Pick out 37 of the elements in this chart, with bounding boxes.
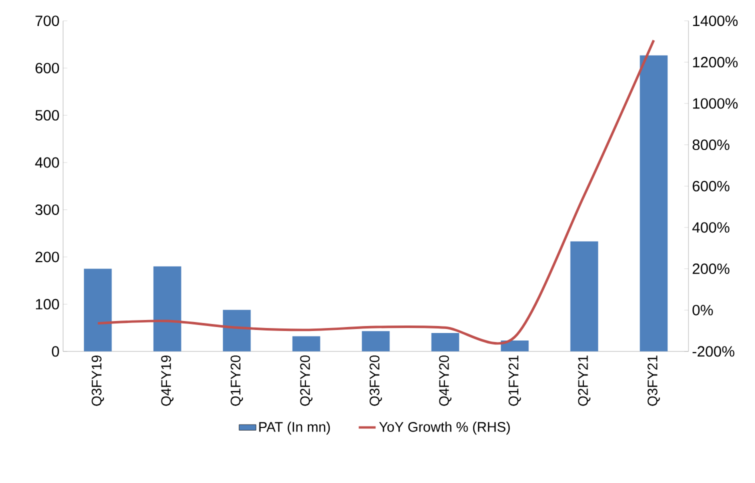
bar	[500, 340, 529, 352]
bar	[292, 336, 320, 352]
legend-label: PAT (In mn)	[259, 421, 330, 434]
bar	[153, 266, 182, 352]
y2-tick-label: 1000%	[693, 98, 738, 109]
y-tick-label: 0	[52, 346, 59, 356]
bar	[640, 55, 668, 352]
x-tick-label: Q1FY21	[508, 355, 521, 406]
y-tick-label: 300	[35, 204, 59, 215]
x-tick-label: Q2FY20	[300, 355, 312, 406]
y2-tick-label: 200%	[692, 263, 730, 274]
bar	[84, 268, 112, 352]
y2-tick-label: 400%	[692, 222, 730, 232]
y2-tick-label: 0%	[692, 304, 713, 316]
y2-tick-label: 600%	[692, 180, 730, 192]
x-tick-label: Q1FY20	[230, 355, 243, 406]
y2-tick-label: 800%	[692, 139, 730, 150]
y2-tick-label: 1400%	[693, 15, 738, 26]
bar	[362, 330, 390, 352]
x-tick-label: Q4FY19	[161, 355, 174, 406]
y2-tick-label: 1200%	[693, 56, 738, 68]
y-tick-label: 500	[35, 110, 59, 120]
y-tick-label: 700	[36, 15, 59, 26]
y-tick-label: 100	[36, 298, 59, 310]
y-tick-label: 600	[36, 62, 59, 74]
x-tick-label: Q3FY21	[648, 355, 660, 406]
bar	[570, 241, 598, 352]
legend-label: YoY Growth % (RHS)	[379, 421, 510, 434]
bar	[431, 332, 460, 352]
x-tick-label: Q2FY21	[578, 355, 590, 406]
y2-tick-label: -200%	[692, 346, 734, 356]
x-tick-label: Q4FY20	[439, 355, 452, 406]
x-tick-label: Q3FY20	[370, 355, 382, 406]
y-tick-label: 200	[36, 251, 59, 262]
x-tick-label: Q3FY19	[92, 355, 104, 406]
y-tick-label: 400	[35, 157, 59, 168]
bar	[222, 310, 251, 352]
